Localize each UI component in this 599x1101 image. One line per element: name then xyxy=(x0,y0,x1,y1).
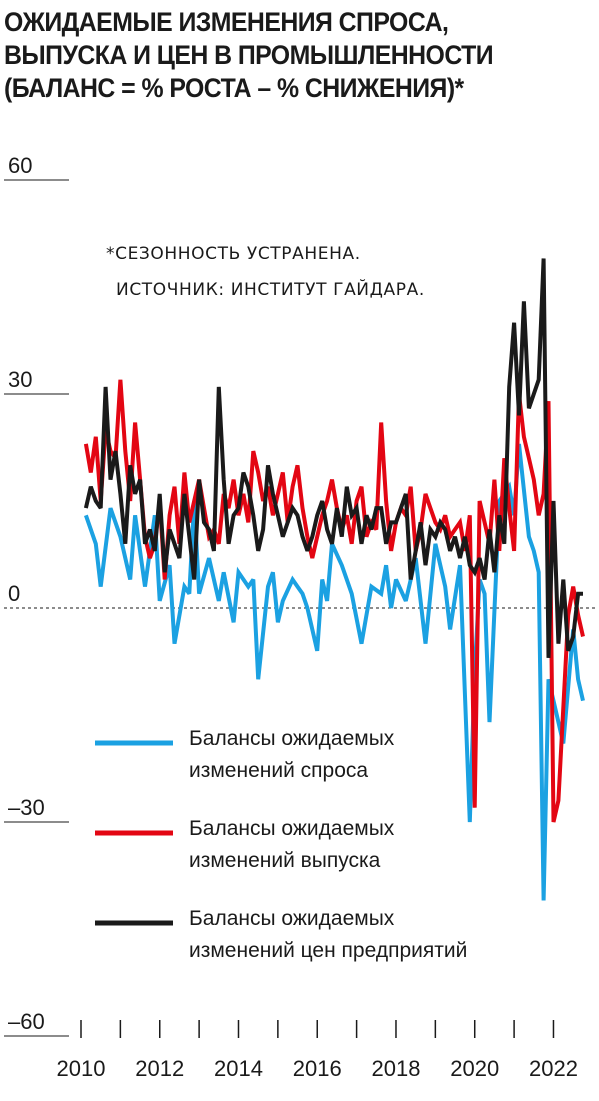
title-line-2: ВЫПУСКА И ЦЕН В ПРОМЫШЛЕННОСТИ xyxy=(4,40,494,70)
x-tick-label: 2022 xyxy=(529,1056,578,1081)
legend: Балансы ожидаемых изменений спроса Балансы… xyxy=(95,727,467,962)
title-line-3: (БАЛАНС = % РОСТА – % СНИЖЕНИЯ)* xyxy=(4,73,464,103)
y-tick-label: –30 xyxy=(8,795,45,820)
title-line-1: ОЖИДАЕМЫЕ ИЗМЕНЕНИЯ СПРОСА, xyxy=(4,7,449,37)
y-tick-label: –60 xyxy=(8,1009,45,1034)
legend-label-demand: Балансы ожидаемых xyxy=(189,727,395,750)
y-tick-label: 30 xyxy=(8,367,32,392)
seasonality-note: *СЕЗОННОСТЬ УСТРАНЕНА. xyxy=(106,244,361,264)
y-tick-label: 0 xyxy=(8,581,20,606)
y-axis: 60 30 0 –30 –60 xyxy=(4,153,69,1037)
x-tick-label: 2014 xyxy=(214,1056,263,1081)
series-line-demand xyxy=(84,443,585,901)
series-layer xyxy=(83,258,585,901)
source-note: ИСТОЧНИК: ИНСТИТУТ ГАЙДАРА. xyxy=(116,278,425,300)
x-tick-label: 2010 xyxy=(57,1056,106,1081)
legend-label-prices: изменений цен предприятий xyxy=(189,939,467,962)
y-tick-label: 60 xyxy=(8,153,32,178)
x-tick-label: 2012 xyxy=(135,1056,184,1081)
legend-label-demand: изменений спроса xyxy=(189,759,368,782)
x-tick-label: 2020 xyxy=(450,1056,499,1081)
x-tick-label: 2016 xyxy=(293,1056,342,1081)
x-tick-label: 2018 xyxy=(372,1056,421,1081)
legend-label-prices: Балансы ожидаемых xyxy=(189,907,395,930)
x-axis: 2010 2012 2014 2016 2018 2020 2022 xyxy=(57,1020,578,1081)
series-line-output xyxy=(83,379,585,823)
chart-title: ОЖИДАЕМЫЕ ИЗМЕНЕНИЯ СПРОСА, ВЫПУСКА И ЦЕ… xyxy=(4,6,549,105)
series-line-prices xyxy=(83,258,583,658)
legend-label-output: Балансы ожидаемых xyxy=(189,817,395,840)
source-notes: *СЕЗОННОСТЬ УСТРАНЕНА. ИСТОЧНИК: ИНСТИТУ… xyxy=(106,244,425,300)
legend-label-output: изменений выпуска xyxy=(189,849,381,872)
